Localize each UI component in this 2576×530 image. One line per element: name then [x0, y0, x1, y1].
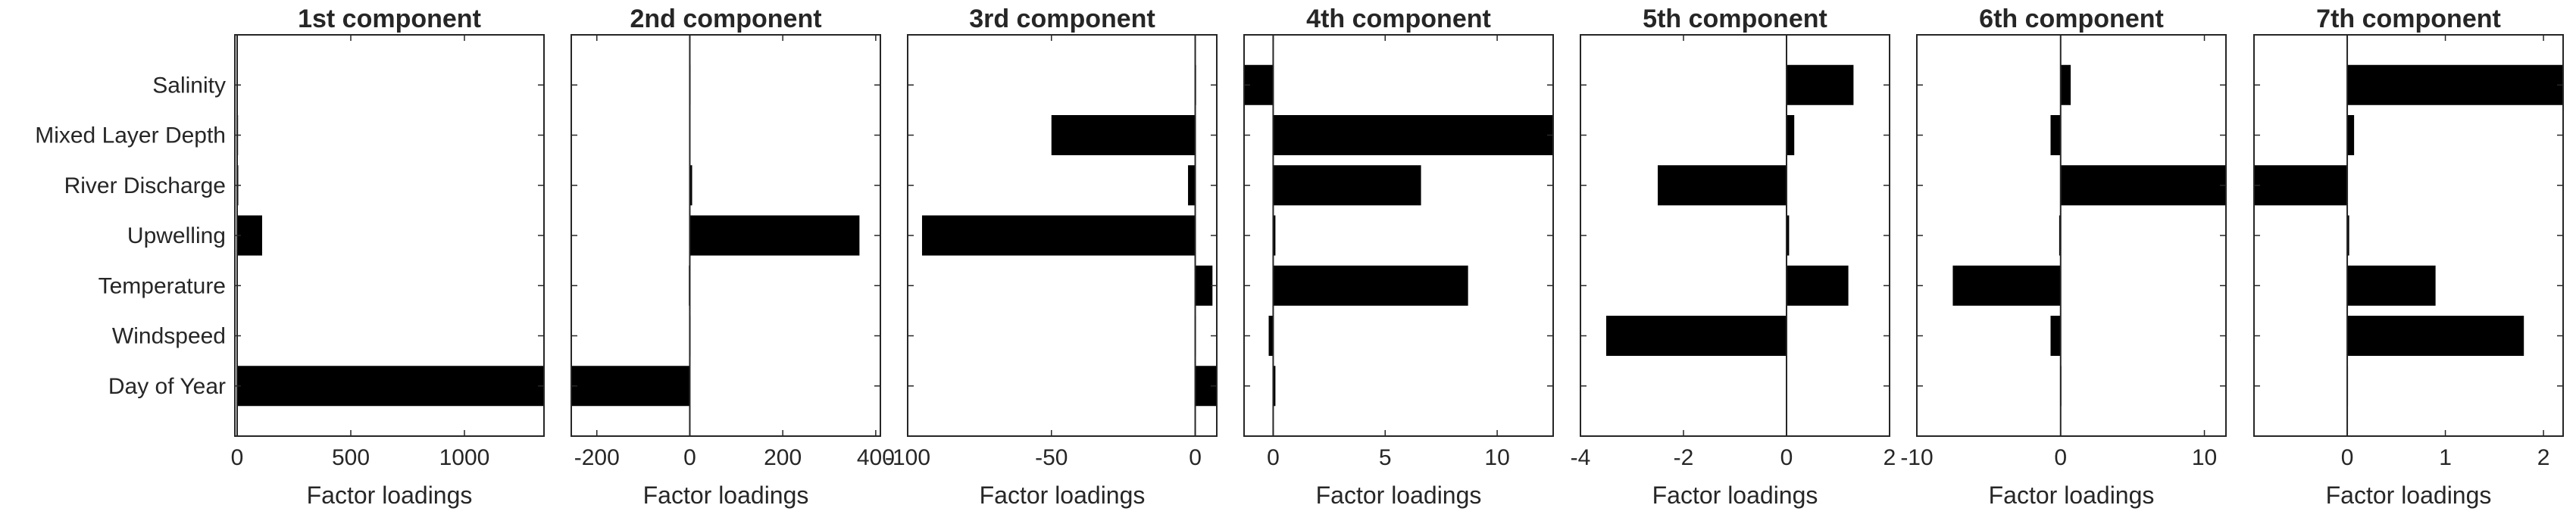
- x-tick-label: 0: [683, 445, 696, 470]
- x-axis-label: Factor loadings: [643, 482, 809, 509]
- x-tick-label: 10: [1484, 445, 1509, 470]
- x-tick-label: 500: [332, 445, 370, 470]
- bar-temperature: [1952, 265, 2061, 306]
- x-axis-label: Factor loadings: [980, 482, 1146, 509]
- bar-upwelling: [921, 215, 1196, 256]
- x-tick-label: -10: [1900, 445, 1933, 470]
- x-tick-label: 2: [1884, 445, 1896, 470]
- x-tick-label: 1: [2439, 445, 2452, 470]
- category-label: River Discharge: [64, 173, 226, 198]
- component-panel-3: 3rd component -100 -50 0 Factor loadings: [885, 5, 1218, 509]
- category-label: Windspeed: [112, 324, 226, 349]
- x-tick-label: 200: [764, 445, 802, 470]
- component-panel-7: 7th component 0 1 2 Factor loadings: [2253, 5, 2564, 509]
- bar-mixed-layer-depth: [2347, 115, 2355, 155]
- x-tick-label: -200: [574, 445, 620, 470]
- category-label: Mixed Layer Depth: [35, 123, 226, 148]
- bar-salinity: [2347, 64, 2563, 105]
- x-tick-label: -2: [1674, 445, 1694, 470]
- bar-upwelling: [689, 215, 860, 256]
- panel-title: 1st component: [298, 5, 481, 33]
- x-tick-label: 10: [2192, 445, 2217, 470]
- panel-title: 2nd component: [630, 5, 821, 33]
- bar-day-of-year: [1273, 366, 1276, 407]
- bar-river-discharge: [2254, 165, 2348, 206]
- bar-windspeed: [1268, 316, 1274, 356]
- category-label: Upwelling: [127, 223, 226, 248]
- bar-river-discharge: [2060, 165, 2226, 206]
- bar-day-of-year: [571, 366, 690, 407]
- panel-title: 4th component: [1306, 5, 1491, 33]
- bar-river-discharge: [689, 165, 692, 206]
- bar-windspeed: [2347, 316, 2524, 356]
- bar-temperature: [1787, 265, 1849, 306]
- bar-mixed-layer-depth: [1787, 115, 1795, 155]
- bar-river-discharge: [1273, 165, 1421, 206]
- panel-title: 3rd component: [969, 5, 1155, 33]
- x-tick-label: -4: [1571, 445, 1591, 470]
- category-label: Temperature: [98, 273, 226, 298]
- bar-salinity: [1787, 64, 1854, 105]
- x-axis-label: Factor loadings: [1989, 482, 2155, 509]
- bar-upwelling: [237, 215, 262, 256]
- bar-temperature: [1273, 265, 1468, 306]
- bar-mixed-layer-depth: [2050, 115, 2061, 155]
- panel-title: 6th component: [1979, 5, 2164, 33]
- x-axis-label: Factor loadings: [2326, 482, 2492, 509]
- x-tick-label: 0: [1267, 445, 1280, 470]
- x-axis-label: Factor loadings: [307, 482, 473, 509]
- bar-river-discharge: [1188, 165, 1196, 206]
- x-axis-label: Factor loadings: [1652, 482, 1818, 509]
- bar-upwelling: [1787, 215, 1790, 256]
- bar-river-discharge: [1658, 165, 1787, 206]
- axes-box: [1243, 34, 1554, 437]
- x-tick-label: -50: [1035, 445, 1068, 470]
- axes-box: [1916, 34, 2227, 437]
- component-panel-2: 2nd component -200 0 200 400 Factor loadings: [571, 5, 895, 509]
- bar-mixed-layer-depth: [1273, 115, 1553, 155]
- bar-upwelling: [2347, 215, 2349, 256]
- x-tick-label: -100: [885, 445, 930, 470]
- component-panel-6: 6th component -10 0 10 Factor loadings: [1900, 5, 2227, 509]
- bar-day-of-year: [237, 366, 544, 407]
- bar-temperature: [2347, 265, 2436, 306]
- x-tick-label: 2: [2537, 445, 2550, 470]
- bar-upwelling: [1273, 215, 1276, 256]
- bar-mixed-layer-depth: [1051, 115, 1196, 155]
- panel-title: 5th component: [1643, 5, 1827, 33]
- x-tick-label: 0: [231, 445, 244, 470]
- x-tick-label: 0: [2054, 445, 2067, 470]
- bar-windspeed: [2050, 316, 2061, 356]
- bar-windspeed: [1606, 316, 1787, 356]
- bar-temperature: [1195, 265, 1213, 306]
- category-label: Day of Year: [108, 374, 226, 399]
- bar-salinity: [2060, 64, 2071, 105]
- x-axis-label: Factor loadings: [1316, 482, 1482, 509]
- x-tick-label: 0: [1780, 445, 1793, 470]
- x-tick-label: 5: [1379, 445, 1392, 470]
- x-tick-label: 0: [1189, 445, 1202, 470]
- category-label: Salinity: [152, 73, 226, 98]
- component-panel-1: 1st component 0 500 1000 Factor loadings: [231, 5, 545, 509]
- x-tick-label: 400: [857, 445, 895, 470]
- component-panel-5: 5th component -4 -2 0 2 Factor loadings: [1571, 5, 1896, 509]
- x-tick-label: 1000: [439, 445, 490, 470]
- panel-title: 7th component: [2316, 5, 2501, 33]
- x-tick-label: 0: [2341, 445, 2354, 470]
